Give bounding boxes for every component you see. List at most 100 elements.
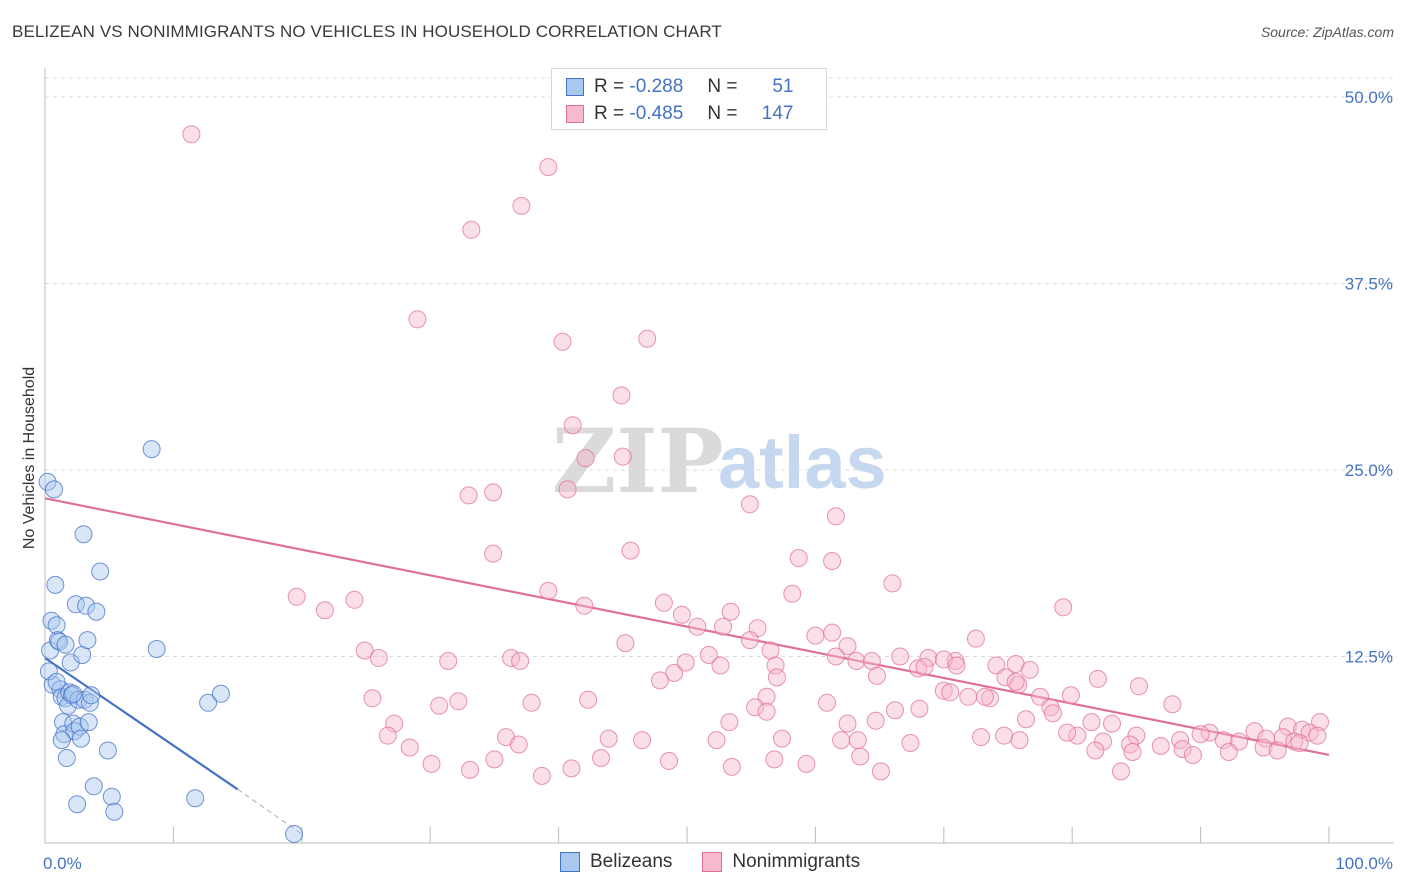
nonimmigrants-point-45 <box>761 641 780 660</box>
nonimmigrants-point-76 <box>934 681 953 700</box>
nonimmigrants-point-1 <box>539 158 558 177</box>
nonimmigrants-point-38 <box>740 631 759 650</box>
legend-item-belizeans: Belizeans <box>560 851 672 873</box>
belizeans-trend-line <box>44 657 239 791</box>
nonimmigrants-point-105 <box>972 728 990 747</box>
nonimmigrants-point-142 <box>765 750 784 769</box>
nonimmigrants-point-143 <box>797 754 816 773</box>
nonimmigrants-point-26 <box>575 596 594 615</box>
nonimmigrants-point-18 <box>789 549 808 567</box>
nonimmigrants-point-15 <box>826 507 845 526</box>
nonimmigrants-point-40 <box>355 641 374 660</box>
nonimmigrants-point-134 <box>422 754 441 773</box>
nonimmigrants-point-148 <box>1123 743 1142 761</box>
nonimmigrants-point-33 <box>823 623 842 642</box>
nonimmigrants-point-140 <box>660 751 678 770</box>
nonimmigrants-point-94 <box>720 713 739 732</box>
trend-lines <box>44 497 1330 835</box>
tick-labels: No Vehicles in Household 12.5% 25.0% 37.5% 5… <box>21 88 1393 873</box>
nonimmigrants-point-68 <box>1009 675 1028 694</box>
nonimmigrants-point-17 <box>621 541 640 560</box>
nonimmigrants-point-137 <box>532 766 551 785</box>
nonimmigrants-n-value: 147 <box>761 103 794 124</box>
r-label: R = <box>594 103 625 124</box>
nonimmigrants-point-71 <box>1006 672 1025 691</box>
nonimmigrants-point-154 <box>1290 734 1309 752</box>
belizeans-point-22 <box>68 795 87 814</box>
nonimmigrants-point-72 <box>363 689 382 708</box>
nonimmigrants-point-133 <box>1308 726 1327 745</box>
nonimmigrants-legend-swatch <box>702 852 723 872</box>
nonimmigrants-point-42 <box>439 652 458 670</box>
nonimmigrants-point-95 <box>838 714 857 733</box>
nonimmigrants-point-114 <box>400 738 419 757</box>
nonimmigrants-point-23 <box>287 587 306 606</box>
nonimmigrants-point-41 <box>369 649 388 667</box>
nonimmigrants-point-6 <box>638 329 657 348</box>
y-axis-label: No Vehicles in Household <box>21 367 38 549</box>
correlation-legend: R = -0.288 N = 51 R = -0.485 N = 147 <box>551 68 827 130</box>
nonimmigrants-point-44 <box>699 646 718 664</box>
belizeans-point-44 <box>211 684 230 703</box>
legend-row-belizeans: R = -0.288 N = 51 <box>566 75 794 99</box>
nonimmigrants-point-22 <box>783 584 802 603</box>
belizeans-point-42 <box>186 789 205 808</box>
watermark-zip: ZIP <box>552 409 724 513</box>
nonimmigrants-swatch <box>566 105 584 123</box>
x-tick-label-max: 100.0% <box>1335 854 1393 873</box>
nonimmigrants-point-2 <box>512 196 531 215</box>
belizeans-point-32 <box>80 693 99 712</box>
n-label: N = <box>707 76 738 97</box>
nonimmigrants-point-127 <box>1214 731 1233 750</box>
nonimmigrants-point-4 <box>408 310 427 329</box>
nonimmigrants-point-11 <box>484 483 503 502</box>
nonimmigrants-point-31 <box>714 617 732 636</box>
nonimmigrants-point-39 <box>838 637 857 656</box>
nonimmigrants-point-16 <box>484 544 503 563</box>
belizeans-point-50 <box>56 635 75 654</box>
belizeans-point-45 <box>285 825 304 843</box>
nonimmigrants-point-63 <box>826 647 845 666</box>
nonimmigrants-point-145 <box>871 762 890 781</box>
nonimmigrants-point-30 <box>1054 598 1073 617</box>
belizeans-n-value: 51 <box>772 76 794 97</box>
nonimmigrants-point-87 <box>886 701 904 720</box>
nonimmigrants-point-106 <box>1010 731 1029 750</box>
belizeans-point-6 <box>47 616 66 635</box>
nonimmigrants-point-126 <box>1191 725 1210 744</box>
nonimmigrants-point-153 <box>1268 741 1287 760</box>
nonimmigrants-point-130 <box>1273 728 1292 747</box>
nonimmigrants-point-152 <box>1254 738 1273 757</box>
y-tick-label-1: 25.0% <box>1345 461 1393 480</box>
belizeans-point-46 <box>39 662 58 681</box>
nonimmigrants-point-7 <box>612 386 631 405</box>
nonimmigrants-point-21 <box>539 581 558 600</box>
nonimmigrants-point-139 <box>592 749 610 767</box>
nonimmigrants-point-75 <box>818 693 836 712</box>
nonimmigrants-point-120 <box>995 726 1014 745</box>
nonimmigrants-point-146 <box>1086 741 1105 760</box>
belizeans-point-48 <box>52 731 71 750</box>
nonimmigrants-point-28 <box>721 602 740 621</box>
n-label: N = <box>707 103 738 124</box>
belizeans-point-34 <box>84 777 103 796</box>
nonimmigrants-point-103 <box>633 731 652 750</box>
belizeans-point-28 <box>75 690 94 709</box>
x-tick-label-min: 0.0% <box>43 854 82 873</box>
nonimmigrants-point-27 <box>654 593 673 612</box>
nonimmigrants-point-117 <box>773 729 791 748</box>
nonimmigrants-point-150 <box>1183 746 1202 764</box>
nonimmigrants-point-141 <box>722 757 741 776</box>
nonimmigrants-point-48 <box>891 647 910 666</box>
nonimmigrants-point-121 <box>1058 723 1077 742</box>
nonimmigrants-point-89 <box>941 683 960 702</box>
belizeans-point-5 <box>46 575 65 594</box>
nonimmigrants-point-91 <box>1043 704 1062 723</box>
belizeans-point-38 <box>102 787 121 806</box>
belizeans-trend-extension <box>237 788 303 835</box>
belizeans-point-40 <box>142 440 161 459</box>
nonimmigrants-point-116 <box>707 731 726 750</box>
nonimmigrants-point-149 <box>1173 740 1192 758</box>
nonimmigrants-point-74 <box>757 687 776 706</box>
